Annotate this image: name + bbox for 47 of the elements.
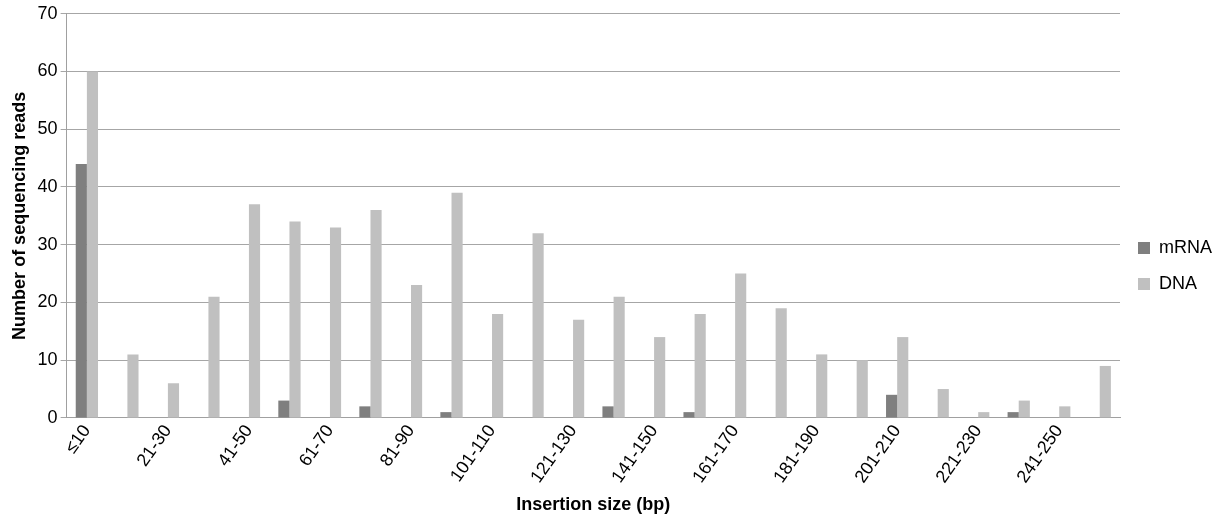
bar — [86, 71, 99, 418]
bar — [167, 383, 180, 418]
y-tick-label: 20 — [37, 291, 58, 312]
bar — [451, 192, 463, 418]
bar — [602, 406, 614, 418]
bar — [492, 313, 504, 418]
bar — [329, 227, 342, 418]
bar — [411, 285, 423, 418]
legend-label: DNA — [1159, 272, 1198, 293]
bar — [937, 389, 949, 418]
y-tick-label: 40 — [37, 175, 58, 196]
bar — [573, 319, 585, 418]
bar — [127, 354, 139, 418]
y-tick-label: 30 — [37, 233, 58, 254]
bar — [289, 221, 301, 418]
bar — [1059, 406, 1071, 418]
bar — [694, 313, 706, 418]
y-tick-label: 0 — [47, 406, 58, 427]
bar — [532, 233, 544, 418]
x-axis-title: Insertion size (bp) — [516, 494, 671, 515]
bar — [1007, 412, 1019, 418]
bar — [856, 360, 868, 418]
y-tick-label: 70 — [37, 2, 58, 23]
bar — [75, 163, 87, 418]
bar — [278, 400, 290, 418]
bar — [1018, 400, 1030, 418]
bar — [440, 412, 452, 418]
x-tick-label: ≤10 — [60, 420, 95, 457]
bar — [978, 412, 990, 418]
bar — [816, 354, 828, 418]
bar — [359, 406, 371, 418]
y-tick-label: 50 — [37, 118, 58, 139]
bar — [1099, 365, 1111, 418]
bar — [735, 273, 747, 418]
y-axis-title: Number of sequencing reads — [8, 91, 29, 340]
bar — [208, 296, 220, 418]
bar — [654, 337, 666, 418]
bar — [886, 394, 898, 418]
bar — [248, 204, 261, 418]
bar — [897, 337, 909, 418]
y-tick-label: 10 — [37, 349, 58, 370]
y-tick-label: 60 — [37, 60, 58, 81]
bar — [683, 412, 695, 418]
bar — [613, 296, 625, 418]
bar — [370, 210, 382, 418]
legend-label: mRNA — [1159, 236, 1212, 257]
bar — [775, 308, 787, 418]
